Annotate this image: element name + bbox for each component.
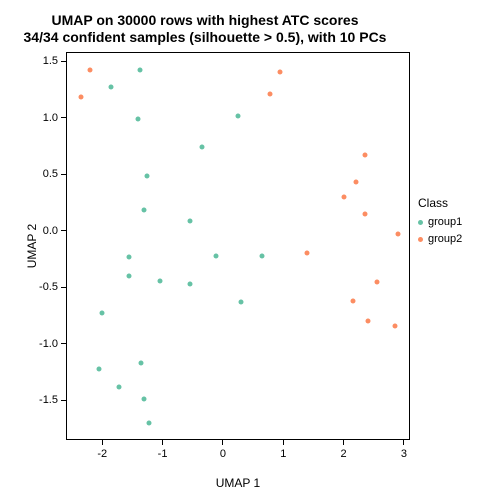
data-point	[117, 384, 122, 389]
y-tick-label: -1.5	[39, 394, 58, 406]
x-tick	[403, 440, 404, 445]
data-point	[341, 194, 346, 199]
x-tick-label: 3	[401, 448, 407, 460]
data-point	[278, 70, 283, 75]
x-tick	[162, 440, 163, 445]
chart-title-line1: UMAP on 30000 rows with highest ATC scor…	[0, 12, 410, 28]
x-tick	[102, 440, 103, 445]
data-point	[365, 319, 370, 324]
plot-area	[66, 52, 410, 440]
data-point	[142, 208, 147, 213]
data-point	[145, 174, 150, 179]
x-tick-label: 1	[280, 448, 286, 460]
legend-item: group1	[418, 216, 462, 228]
chart-container: { "umap_chart": { "type": "scatter", "ti…	[0, 0, 504, 504]
y-tick	[61, 230, 66, 231]
x-tick-label: 2	[341, 448, 347, 460]
y-tick	[61, 343, 66, 344]
y-tick-label: 1.5	[43, 55, 58, 67]
y-tick	[61, 287, 66, 288]
legend-swatch-icon	[418, 220, 423, 225]
y-tick	[61, 61, 66, 62]
data-point	[236, 114, 241, 119]
data-point	[137, 68, 142, 73]
y-axis-label: UMAP 2	[25, 224, 39, 268]
y-tick-label: 1.0	[43, 112, 58, 124]
data-point	[127, 254, 132, 259]
data-point	[362, 152, 367, 157]
legend-item: group2	[418, 233, 462, 245]
data-point	[187, 218, 192, 223]
y-tick-label: -0.5	[39, 281, 58, 293]
x-tick	[283, 440, 284, 445]
data-point	[142, 397, 147, 402]
data-point	[88, 68, 93, 73]
legend-label: group2	[428, 233, 462, 245]
x-tick	[222, 440, 223, 445]
data-point	[136, 116, 141, 121]
y-tick-label: 0.0	[43, 225, 58, 237]
y-tick-label: 0.5	[43, 168, 58, 180]
y-tick	[61, 174, 66, 175]
data-point	[350, 298, 355, 303]
data-point	[353, 180, 358, 185]
data-point	[97, 366, 102, 371]
y-tick	[61, 117, 66, 118]
y-tick-label: -1.0	[39, 338, 58, 350]
legend-swatch-icon	[418, 237, 423, 242]
data-point	[147, 421, 152, 426]
data-point	[267, 91, 272, 96]
data-point	[305, 251, 310, 256]
x-tick	[343, 440, 344, 445]
chart-title-line2: 34/34 confident samples (silhouette > 0.…	[0, 29, 410, 45]
data-point	[187, 281, 192, 286]
x-axis-label: UMAP 1	[216, 476, 260, 490]
data-point	[199, 145, 204, 150]
legend-label: group1	[428, 216, 462, 228]
data-point	[109, 85, 114, 90]
data-point	[157, 278, 162, 283]
data-point	[79, 95, 84, 100]
data-point	[139, 361, 144, 366]
data-point	[213, 253, 218, 258]
data-point	[392, 323, 397, 328]
data-point	[362, 211, 367, 216]
x-tick-label: -2	[97, 448, 107, 460]
data-point	[260, 253, 265, 258]
data-point	[239, 299, 244, 304]
data-point	[127, 273, 132, 278]
x-tick-label: -1	[158, 448, 168, 460]
x-tick-label: 0	[220, 448, 226, 460]
data-point	[374, 279, 379, 284]
y-tick	[61, 400, 66, 401]
data-point	[395, 232, 400, 237]
data-point	[100, 311, 105, 316]
legend-title: Class	[418, 196, 448, 210]
